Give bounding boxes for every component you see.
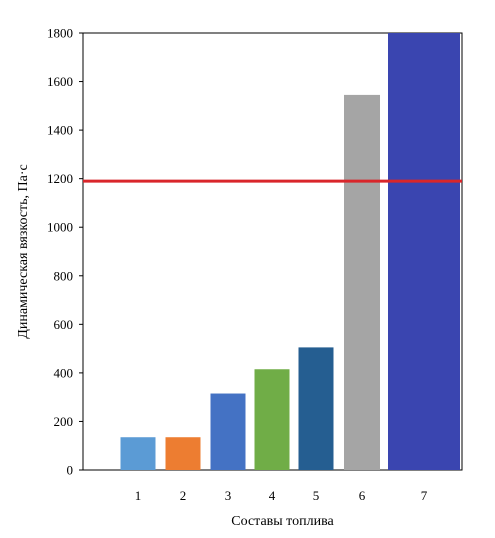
x-tick-label: 2 <box>180 488 187 503</box>
x-axis-ticks: 1 2 3 4 5 6 7 <box>135 488 428 503</box>
y-axis-ticks: 0 200 400 600 800 1000 1200 1400 1600 1800 <box>47 26 83 478</box>
x-tick-label: 6 <box>359 488 366 503</box>
y-tick-label: 200 <box>54 414 74 429</box>
x-tick-label: 7 <box>421 488 428 503</box>
bar-7 <box>388 33 460 470</box>
x-tick-label: 1 <box>135 488 142 503</box>
x-tick-label: 5 <box>313 488 320 503</box>
bar-6 <box>344 94 380 471</box>
y-tick-label: 1200 <box>47 171 73 186</box>
bar-5 <box>298 347 334 470</box>
y-tick-label: 800 <box>54 268 74 283</box>
y-axis-title: Динамическая вязкость, Па·с <box>16 164 31 338</box>
bar-2 <box>165 437 201 470</box>
y-tick-label: 600 <box>54 317 74 332</box>
y-tick-label: 1400 <box>47 123 73 138</box>
bars-group <box>120 33 460 471</box>
x-tick-label: 3 <box>225 488 232 503</box>
y-tick-label: 0 <box>67 463 74 478</box>
x-tick-label: 4 <box>269 488 276 503</box>
y-tick-label: 1000 <box>47 220 73 235</box>
bar-3 <box>210 393 246 470</box>
y-tick-label: 1600 <box>47 74 73 89</box>
y-tick-label: 1800 <box>47 26 73 41</box>
y-tick-label: 400 <box>54 365 74 380</box>
bar-4 <box>254 369 290 470</box>
x-axis-title: Составы топлива <box>231 514 334 529</box>
bar-1 <box>120 437 156 470</box>
